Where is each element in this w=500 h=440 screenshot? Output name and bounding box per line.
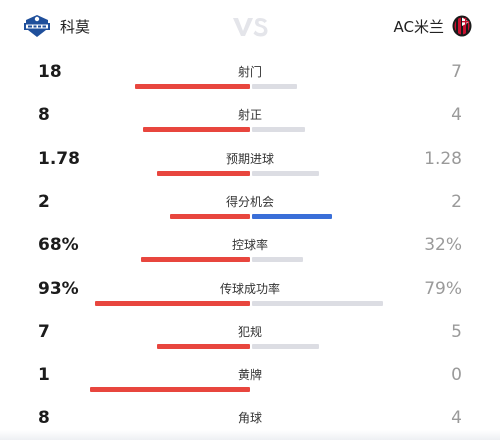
home-stat-bar (157, 170, 250, 176)
stat-label: 角球 (237, 411, 262, 426)
home-stat-bar (135, 84, 250, 89)
home-stat-value: 1 (38, 365, 50, 386)
away-stat-value: 2 (451, 191, 462, 212)
home-stat-bar (141, 257, 250, 263)
away-team-name: AC米兰 (393, 17, 444, 36)
stat-label: 传球成功率 (219, 281, 280, 296)
away-stat-value: 5 (451, 321, 462, 342)
bottom-edge (0, 430, 500, 440)
away-stat-bar (252, 84, 297, 89)
away-stat-value: 79% (424, 278, 462, 299)
home-stat-bar (157, 343, 250, 349)
match-header: 科莫 AC米兰 (0, 0, 500, 52)
stat-label: 预期进球 (225, 151, 274, 166)
home-stat-value: 18 (38, 62, 62, 82)
home-stat-value: 68% (38, 235, 79, 256)
ac-milan-crest-icon (452, 15, 472, 37)
away-stat-bar (252, 213, 332, 219)
stat-label: 黄牌 (237, 368, 262, 383)
home-stat-bar (90, 387, 250, 393)
stat-row: 2 得分机会 2 (0, 189, 500, 229)
stat-label: 犯规 (237, 324, 262, 339)
away-stat-value: 4 (451, 105, 462, 126)
away-stat-value: 0 (451, 365, 462, 386)
home-stat-value: 1.78 (38, 148, 80, 169)
stat-row: 7 犯规 5 (0, 319, 500, 359)
como-crest-icon (24, 15, 50, 37)
away-stat-value: 32% (424, 235, 462, 256)
home-stat-bar (95, 300, 250, 306)
stat-row: 68% 控球率 32% (0, 232, 500, 272)
away-stat-bar (252, 300, 383, 306)
away-stat-bar (252, 127, 305, 133)
away-stat-value: 4 (451, 408, 462, 429)
home-stat-value: 8 (38, 408, 50, 429)
away-stat-bar (252, 343, 319, 349)
home-stat-value: 7 (38, 321, 50, 342)
home-stat-bar (170, 213, 250, 219)
home-team[interactable]: 科莫 (24, 14, 90, 38)
vs-icon (233, 18, 268, 37)
stat-label: 得分机会 (225, 194, 274, 209)
stat-label: 射正 (237, 108, 262, 123)
stat-row: 18 射门 7 (0, 59, 500, 99)
stat-row: 8 射正 4 (0, 102, 500, 142)
home-team-name: 科莫 (60, 17, 91, 36)
stat-label: 控球率 (231, 238, 268, 253)
away-team[interactable]: AC米兰 (394, 14, 472, 38)
away-stat-value: 1.28 (424, 148, 462, 169)
stat-label: 射门 (237, 65, 262, 79)
away-stat-value: 7 (451, 62, 462, 82)
home-stat-value: 2 (38, 191, 50, 212)
away-stat-bar (252, 170, 319, 176)
home-stat-value: 8 (38, 105, 50, 126)
stat-row: 93% 传球成功率 79% (0, 276, 500, 316)
stat-row: 1.78 预期进球 1.28 (0, 146, 500, 186)
stat-row: 1 黄牌 0 (0, 362, 500, 402)
away-stat-bar (252, 257, 303, 263)
home-stat-bar (143, 127, 250, 133)
home-stat-value: 93% (38, 278, 79, 299)
